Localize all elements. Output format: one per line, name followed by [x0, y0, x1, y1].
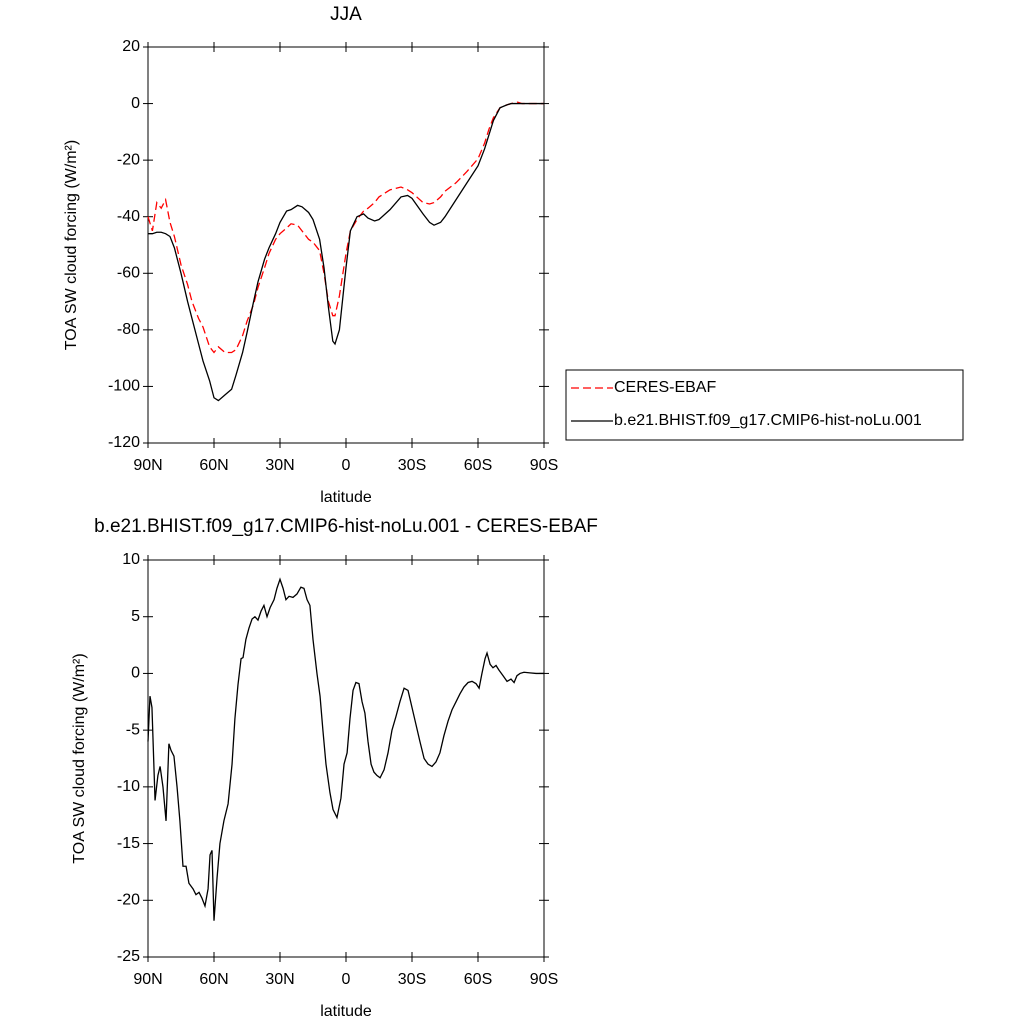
- x-tick-label: 30N: [265, 457, 294, 474]
- y-tick-label: 10: [122, 551, 140, 568]
- series-line: [147, 101, 544, 354]
- legend-label: b.e21.BHIST.f09_g17.CMIP6-hist-noLu.001: [614, 412, 922, 429]
- legend-box: [565, 369, 964, 441]
- y-tick-label: -20: [117, 892, 140, 909]
- x-tick-label: 0: [342, 971, 351, 988]
- y-tick-label: 20: [122, 38, 140, 55]
- chart-title: b.e21.BHIST.f09_g17.CMIP6-hist-noLu.001 …: [94, 516, 598, 537]
- x-tick-label: 30S: [398, 971, 426, 988]
- series-line: [148, 102, 544, 402]
- x-tick-label: 60N: [199, 971, 228, 988]
- y-tick-label: -120: [108, 434, 140, 451]
- y-tick-label: -5: [126, 721, 140, 738]
- x-tick-label: 30S: [398, 457, 426, 474]
- x-tick-label: 90N: [133, 971, 162, 988]
- series-line: [147, 577, 544, 921]
- y-tick-label: -40: [117, 208, 140, 225]
- x-tick-label: 90S: [530, 457, 558, 474]
- y-tick-label: 5: [131, 608, 140, 625]
- x-tick-label: 90S: [530, 971, 558, 988]
- x-tick-label: 30N: [265, 971, 294, 988]
- y-tick-label: -60: [117, 265, 140, 282]
- plot-frame: [147, 46, 545, 444]
- y-tick-label: -100: [108, 378, 140, 395]
- x-tick-label: 90N: [133, 457, 162, 474]
- y-tick-label: -20: [117, 151, 140, 168]
- y-tick-label: 0: [131, 665, 140, 682]
- chart-title: JJA: [330, 4, 362, 25]
- y-tick-label: 0: [131, 95, 140, 112]
- x-tick-label: 60S: [464, 457, 492, 474]
- x-axis-label: latitude: [320, 1003, 372, 1020]
- x-axis-label: latitude: [320, 489, 372, 506]
- y-axis-label: TOA SW cloud forcing (W/m²): [71, 653, 88, 863]
- y-tick-label: -80: [117, 321, 140, 338]
- y-tick-label: -10: [117, 778, 140, 795]
- x-tick-label: 0: [342, 457, 351, 474]
- y-axis-label: TOA SW cloud forcing (W/m²): [63, 140, 80, 350]
- legend-label: CERES-EBAF: [614, 379, 716, 396]
- y-tick-label: -25: [117, 948, 140, 965]
- y-tick-label: -15: [117, 835, 140, 852]
- x-tick-label: 60S: [464, 971, 492, 988]
- x-tick-label: 60N: [199, 457, 228, 474]
